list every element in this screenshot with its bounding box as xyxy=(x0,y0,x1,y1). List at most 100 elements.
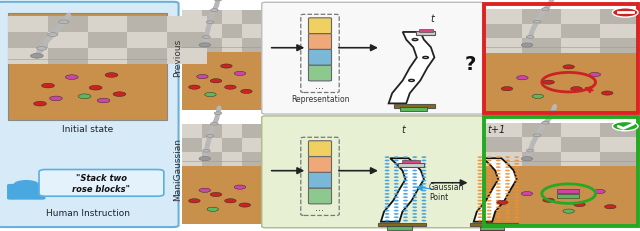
Circle shape xyxy=(496,167,500,168)
FancyBboxPatch shape xyxy=(308,188,332,204)
Circle shape xyxy=(385,173,390,175)
Circle shape xyxy=(403,193,408,195)
Circle shape xyxy=(385,220,390,222)
Circle shape xyxy=(515,216,519,218)
Circle shape xyxy=(515,190,519,191)
Bar xyxy=(243,11,262,25)
Bar xyxy=(561,152,600,167)
Circle shape xyxy=(394,183,399,185)
Bar xyxy=(484,152,522,167)
FancyBboxPatch shape xyxy=(308,19,332,34)
Circle shape xyxy=(594,190,605,194)
Circle shape xyxy=(394,203,399,205)
Circle shape xyxy=(403,167,408,168)
Circle shape xyxy=(394,200,399,202)
Text: t: t xyxy=(430,14,434,24)
Circle shape xyxy=(385,203,390,205)
Circle shape xyxy=(206,135,214,138)
Bar xyxy=(167,49,207,65)
Circle shape xyxy=(385,210,390,212)
Circle shape xyxy=(403,203,408,205)
Circle shape xyxy=(403,170,408,172)
Bar xyxy=(522,39,561,53)
Text: Gaussian
Point: Gaussian Point xyxy=(429,182,464,201)
Circle shape xyxy=(486,210,492,212)
Bar xyxy=(522,152,561,167)
Bar xyxy=(600,138,638,152)
Circle shape xyxy=(515,203,519,205)
Circle shape xyxy=(526,149,534,152)
Circle shape xyxy=(515,220,519,222)
Circle shape xyxy=(394,173,399,175)
Circle shape xyxy=(612,9,638,18)
Circle shape xyxy=(97,99,110,103)
Bar xyxy=(202,138,223,152)
Bar xyxy=(8,49,48,65)
Bar xyxy=(223,124,243,138)
Circle shape xyxy=(477,167,483,168)
Circle shape xyxy=(385,216,390,218)
Circle shape xyxy=(602,91,613,96)
Circle shape xyxy=(211,10,218,12)
Text: t+1: t+1 xyxy=(487,125,505,135)
Circle shape xyxy=(486,173,492,175)
Circle shape xyxy=(422,193,426,195)
Circle shape xyxy=(403,173,408,175)
Circle shape xyxy=(516,76,528,81)
Circle shape xyxy=(403,186,408,188)
Bar xyxy=(470,223,518,226)
Circle shape xyxy=(89,86,102,91)
Circle shape xyxy=(521,192,532,196)
Circle shape xyxy=(214,112,222,115)
Bar xyxy=(402,161,420,163)
Bar xyxy=(387,226,412,230)
Circle shape xyxy=(199,157,211,161)
Circle shape xyxy=(496,186,500,188)
Bar xyxy=(262,152,282,166)
Circle shape xyxy=(515,183,519,185)
Bar xyxy=(557,195,579,198)
Circle shape xyxy=(477,197,483,198)
Circle shape xyxy=(422,203,426,205)
Circle shape xyxy=(505,183,510,185)
Circle shape xyxy=(422,180,426,182)
Bar xyxy=(167,33,207,49)
Circle shape xyxy=(548,111,556,114)
Circle shape xyxy=(505,173,510,175)
FancyBboxPatch shape xyxy=(308,50,332,66)
Circle shape xyxy=(477,170,483,172)
Circle shape xyxy=(486,157,492,158)
Circle shape xyxy=(385,193,390,195)
Circle shape xyxy=(394,210,399,212)
Circle shape xyxy=(563,66,575,70)
Circle shape xyxy=(605,205,616,209)
Circle shape xyxy=(477,207,483,208)
Bar xyxy=(262,124,282,138)
Circle shape xyxy=(412,220,417,222)
Circle shape xyxy=(563,209,575,213)
Circle shape xyxy=(394,207,399,208)
Bar xyxy=(400,108,427,112)
Circle shape xyxy=(477,216,483,218)
Circle shape xyxy=(496,163,500,165)
Bar xyxy=(167,17,207,33)
Circle shape xyxy=(496,160,500,162)
Bar xyxy=(419,30,433,33)
Circle shape xyxy=(496,170,500,172)
Circle shape xyxy=(505,190,510,191)
Circle shape xyxy=(403,163,408,165)
Circle shape xyxy=(34,102,47,106)
Circle shape xyxy=(394,170,399,172)
Bar xyxy=(480,230,504,231)
Circle shape xyxy=(505,170,510,172)
Circle shape xyxy=(385,160,390,162)
Bar xyxy=(600,10,638,24)
Bar xyxy=(600,24,638,39)
Circle shape xyxy=(210,79,222,84)
FancyBboxPatch shape xyxy=(0,3,179,227)
Circle shape xyxy=(515,180,519,182)
Bar xyxy=(522,10,561,24)
Circle shape xyxy=(477,203,483,205)
Circle shape xyxy=(403,213,408,215)
Circle shape xyxy=(515,163,519,165)
